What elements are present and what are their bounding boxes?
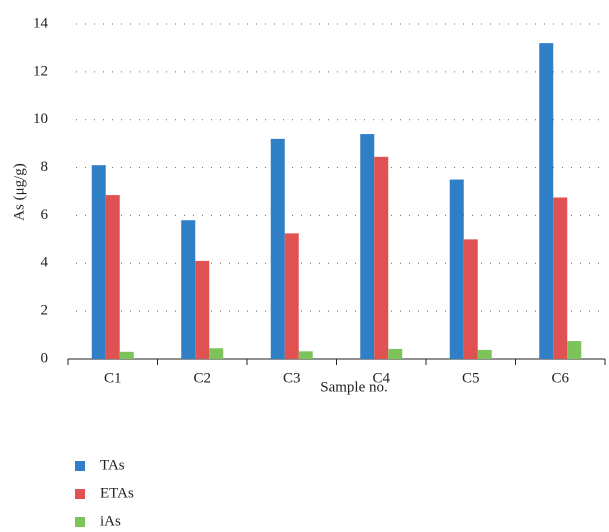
legend-label: ETAs bbox=[100, 485, 134, 501]
bar bbox=[567, 341, 582, 359]
bar bbox=[181, 220, 196, 359]
x-tick-label: C2 bbox=[193, 370, 211, 386]
legend-swatch bbox=[75, 489, 85, 499]
x-axis-title: Sample no. bbox=[320, 379, 388, 395]
legend-label: TAs bbox=[100, 457, 125, 473]
bar bbox=[477, 349, 492, 359]
y-tick-label: 0 bbox=[41, 350, 49, 366]
y-tick-label: 12 bbox=[33, 63, 48, 79]
x-tick-label: C6 bbox=[551, 370, 569, 386]
y-tick-label: 14 bbox=[33, 15, 49, 31]
bar bbox=[91, 165, 106, 359]
y-tick-label: 2 bbox=[41, 303, 49, 319]
x-tick-label: C1 bbox=[104, 370, 122, 386]
bar bbox=[374, 156, 389, 359]
bar bbox=[539, 43, 554, 360]
legend-label: iAs bbox=[100, 513, 121, 529]
y-tick-label: 8 bbox=[41, 159, 49, 175]
y-tick-label: 6 bbox=[41, 207, 49, 223]
bar bbox=[209, 348, 224, 359]
y-tick-label: 10 bbox=[33, 111, 48, 127]
y-tick-label: 4 bbox=[41, 255, 49, 271]
bar bbox=[119, 351, 134, 359]
legend-swatch bbox=[75, 461, 85, 471]
x-tick-label: C3 bbox=[283, 370, 301, 386]
y-axis-title: As (μg/g) bbox=[11, 163, 27, 221]
bar bbox=[195, 260, 210, 359]
legend-swatch bbox=[75, 517, 85, 527]
bar bbox=[105, 195, 120, 359]
bar bbox=[553, 197, 568, 359]
bar bbox=[360, 134, 375, 359]
bar bbox=[388, 348, 403, 359]
bar bbox=[270, 138, 285, 359]
bar bbox=[284, 233, 299, 359]
bar bbox=[449, 179, 464, 359]
bar bbox=[463, 239, 478, 359]
x-tick-label: C5 bbox=[462, 370, 480, 386]
x-tick-label: C4 bbox=[372, 370, 390, 386]
bar bbox=[298, 351, 313, 359]
